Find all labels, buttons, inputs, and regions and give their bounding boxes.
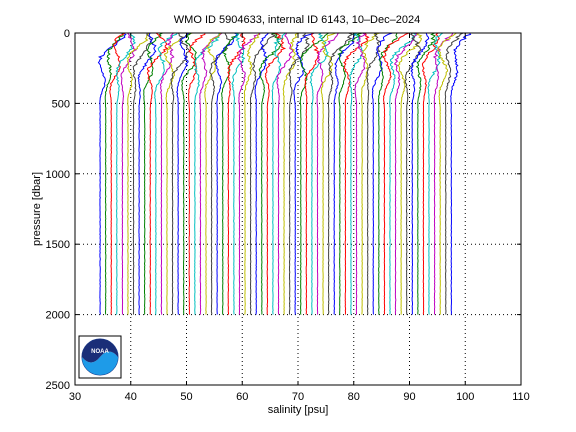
profile-line [137, 32, 157, 315]
profile-line [109, 32, 126, 315]
y-tick-label: 2500 [46, 380, 70, 392]
profile-line [97, 32, 127, 315]
profile-line [415, 32, 436, 315]
profile-line [126, 32, 151, 315]
axis-ticks: 30 40 50 60 70 80 90 100 110 0 500 1000 1500 2000 2500 [46, 28, 530, 403]
x-tick-label: 100 [456, 391, 474, 403]
profile-line [209, 32, 231, 315]
profile-line [146, 32, 169, 315]
x-tick-label: 60 [236, 391, 248, 403]
profile-line [349, 32, 364, 315]
profile-line [371, 32, 393, 315]
profile-line [193, 32, 220, 315]
profile-line [316, 32, 339, 315]
x-tick-label: 110 [512, 391, 530, 403]
profile-line [282, 32, 300, 315]
profile-line [154, 32, 178, 315]
logo-wave [82, 351, 118, 375]
profile-line [421, 32, 440, 315]
noaa-logo: NOAA [78, 335, 122, 379]
profile-line [333, 32, 357, 315]
profile-line [304, 32, 320, 315]
x-tick-label: 40 [125, 391, 137, 403]
profile-line [237, 32, 261, 315]
profile-line [159, 32, 175, 315]
profile-line [176, 32, 190, 315]
profile-line [231, 32, 246, 315]
profile-line [427, 32, 444, 315]
profile-line [437, 32, 457, 315]
profile-line [163, 32, 193, 315]
profile-line [288, 32, 310, 315]
profile-line [264, 32, 287, 315]
profile-line [450, 32, 472, 315]
profile-line [115, 32, 137, 315]
profile-line [432, 32, 454, 315]
profile-line [254, 32, 269, 315]
profile-line [104, 32, 124, 315]
profile-line [343, 32, 370, 315]
profile-line [378, 32, 398, 315]
profile-line [214, 32, 239, 315]
x-axis-label: salinity [psu] [268, 404, 329, 416]
profile-line [199, 32, 223, 315]
y-tick-label: 500 [52, 98, 70, 110]
profile-line [271, 32, 286, 315]
profile-line [143, 32, 163, 315]
y-tick-label: 2000 [46, 310, 70, 322]
y-tick-label: 1500 [46, 239, 70, 251]
logo-sky [82, 339, 118, 363]
profile-line [188, 32, 206, 315]
x-tick-label: 70 [292, 391, 304, 403]
profile-line [410, 32, 430, 315]
y-tick-label: 1000 [46, 169, 70, 181]
profile-line [360, 32, 381, 315]
profile-line [354, 32, 367, 315]
y-axis-label: pressure [dbar] [31, 172, 43, 246]
profile-line [204, 32, 222, 315]
profile-line [444, 32, 464, 315]
profile-line [389, 32, 416, 315]
profile-line [249, 32, 277, 315]
profile-line [404, 32, 422, 315]
profile-line [132, 32, 153, 315]
profile-line [309, 32, 329, 315]
profile-line [243, 32, 260, 315]
profile-line [120, 32, 138, 315]
profile-line [397, 32, 423, 315]
profile-line [221, 32, 239, 315]
x-tick-label: 50 [180, 391, 192, 403]
profile-line [276, 32, 294, 315]
profile-line [293, 32, 315, 315]
profile-line [170, 32, 190, 315]
chart-title: WMO ID 5904633, internal ID 6143, 10–Dec… [174, 14, 420, 26]
profile-line [181, 32, 197, 315]
profile-line [320, 32, 336, 315]
profile-line [258, 32, 282, 315]
profile-line [227, 32, 246, 315]
profile-line [299, 32, 329, 315]
x-tick-label: 30 [69, 391, 81, 403]
profile-line [337, 32, 363, 315]
x-tick-label: 90 [403, 391, 415, 403]
profile-line [366, 32, 382, 315]
profile-lines [97, 32, 472, 315]
profile-line [381, 32, 410, 315]
y-tick-label: 0 [64, 28, 70, 40]
x-tick-label: 80 [348, 391, 360, 403]
profile-line [393, 32, 419, 315]
logo-text: NOAA [91, 349, 109, 355]
profile-line [327, 32, 354, 315]
grid-lines [75, 33, 521, 385]
